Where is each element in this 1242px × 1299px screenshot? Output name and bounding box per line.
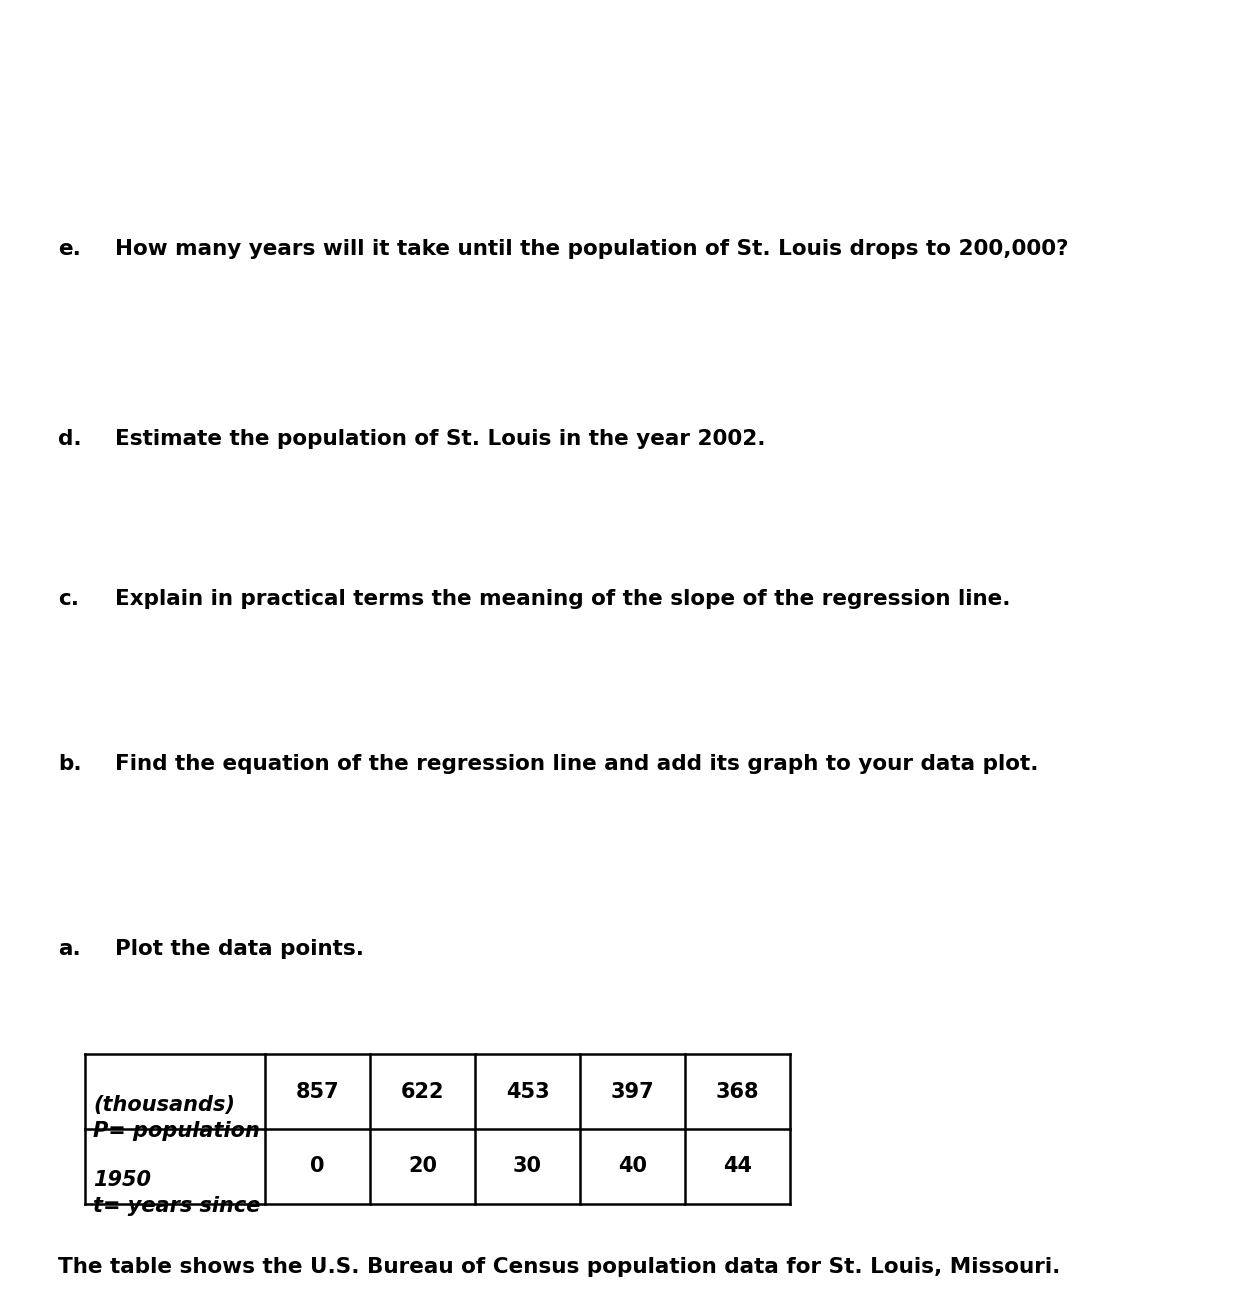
Text: c.: c. (58, 588, 79, 609)
Text: 1950: 1950 (93, 1170, 152, 1190)
Text: 20: 20 (409, 1156, 437, 1177)
Text: t= years since: t= years since (93, 1196, 261, 1216)
Text: b.: b. (58, 753, 82, 774)
Text: Find the equation of the regression line and add its graph to your data plot.: Find the equation of the regression line… (116, 753, 1038, 774)
Text: How many years will it take until the population of St. Louis drops to 200,000?: How many years will it take until the po… (116, 239, 1068, 259)
Text: Plot the data points.: Plot the data points. (116, 939, 364, 959)
Text: The table shows the U.S. Bureau of Census population data for St. Louis, Missour: The table shows the U.S. Bureau of Censu… (58, 1257, 1061, 1277)
Text: 0: 0 (310, 1156, 324, 1177)
Text: 40: 40 (619, 1156, 647, 1177)
Text: 44: 44 (723, 1156, 751, 1177)
Text: 622: 622 (401, 1082, 445, 1102)
Text: 30: 30 (513, 1156, 542, 1177)
Text: (thousands): (thousands) (93, 1095, 235, 1115)
Text: 397: 397 (611, 1082, 655, 1102)
Text: d.: d. (58, 429, 82, 449)
Text: Explain in practical terms the meaning of the slope of the regression line.: Explain in practical terms the meaning o… (116, 588, 1011, 609)
Text: 857: 857 (296, 1082, 339, 1102)
Text: e.: e. (58, 239, 81, 259)
Text: a.: a. (58, 939, 81, 959)
Text: 453: 453 (505, 1082, 549, 1102)
Text: P= population: P= population (93, 1121, 260, 1141)
Text: 368: 368 (715, 1082, 759, 1102)
Text: Estimate the population of St. Louis in the year 2002.: Estimate the population of St. Louis in … (116, 429, 765, 449)
